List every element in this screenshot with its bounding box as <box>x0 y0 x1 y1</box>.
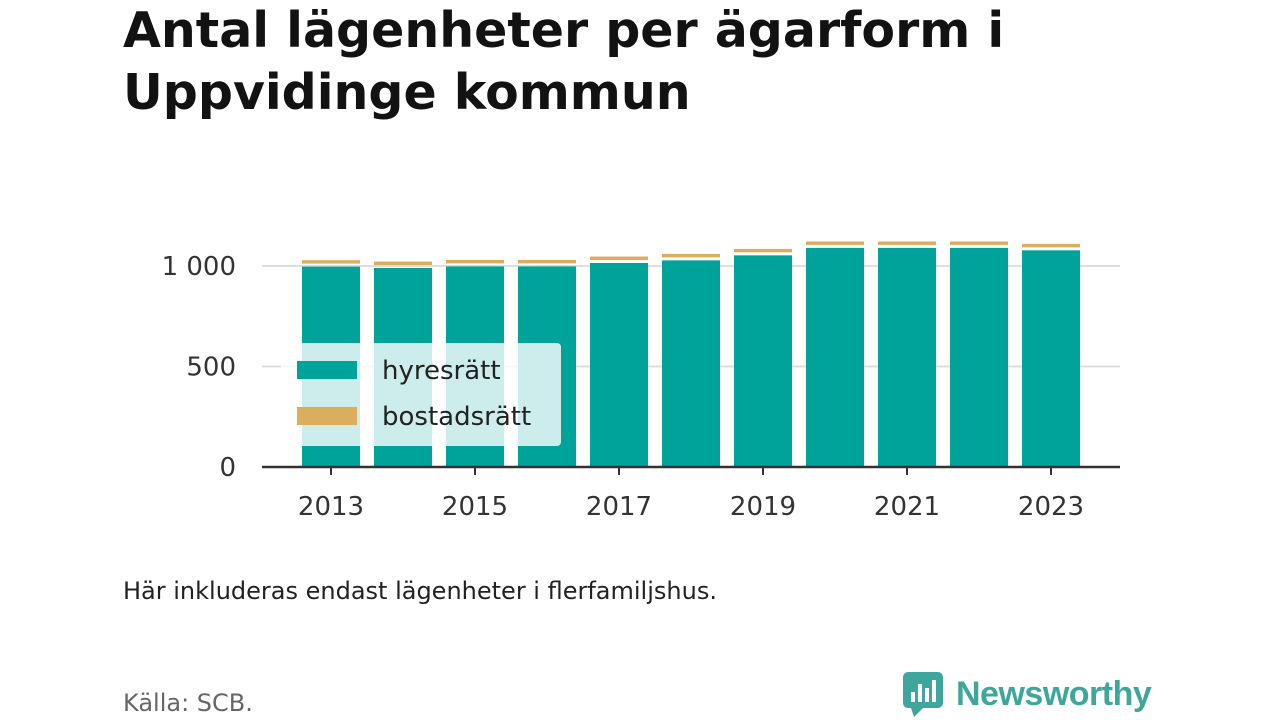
legend-label-hyresratt: hyresrätt <box>382 356 501 386</box>
bar-bostadsratt <box>374 261 432 266</box>
bar-hyresratt <box>950 247 1008 467</box>
y-tick-label: 1 000 <box>162 252 236 282</box>
bar-bostadsratt <box>446 259 504 264</box>
newsworthy-logo-icon <box>903 672 943 717</box>
bar-bostadsratt <box>878 241 936 245</box>
x-tick-label: 2021 <box>874 492 940 522</box>
brand-name: Newsworthy <box>956 674 1152 713</box>
x-tick-label: 2019 <box>730 492 796 522</box>
bar-bostadsratt <box>806 241 864 245</box>
x-tick-label: 2023 <box>1018 492 1084 522</box>
x-tick-label: 2017 <box>586 492 652 522</box>
bar-bostadsratt <box>950 241 1008 245</box>
bar-bostadsratt <box>1022 243 1080 248</box>
source-label: Källa: SCB. <box>123 689 253 717</box>
newsworthy-logo: Newsworthy <box>902 670 1152 718</box>
bar-hyresratt <box>806 247 864 467</box>
legend-swatch-bostadsratt <box>297 407 357 425</box>
bar-hyresratt <box>734 255 792 467</box>
y-tick-label: 0 <box>219 453 236 483</box>
legend: hyresrätt bostadsrätt <box>281 343 561 446</box>
axes: 0 500 1 000 2013 2015 2017 2019 2021 2023 <box>162 252 1120 522</box>
bar-hyresratt <box>1022 250 1080 467</box>
x-tick-label: 2015 <box>442 492 508 522</box>
bar-bostadsratt <box>734 248 792 253</box>
legend-swatch-hyresratt <box>297 361 357 379</box>
chart-title: Antal lägenheter per ägarform i Uppvidin… <box>123 2 1005 121</box>
legend-label-bostadsratt: bostadsrätt <box>382 402 531 432</box>
bar-bostadsratt <box>590 256 648 260</box>
bar-hyresratt <box>590 262 648 467</box>
y-tick-label: 500 <box>186 353 236 383</box>
bar-bostadsratt <box>302 260 360 264</box>
bar-hyresratt <box>662 260 720 467</box>
bar-hyresratt <box>878 247 936 467</box>
x-tick-label: 2013 <box>298 492 364 522</box>
bar-bostadsratt <box>518 259 576 264</box>
chart-note: Här inkluderas endast lägenheter i flerf… <box>123 577 717 605</box>
bar-bostadsratt <box>662 253 720 258</box>
